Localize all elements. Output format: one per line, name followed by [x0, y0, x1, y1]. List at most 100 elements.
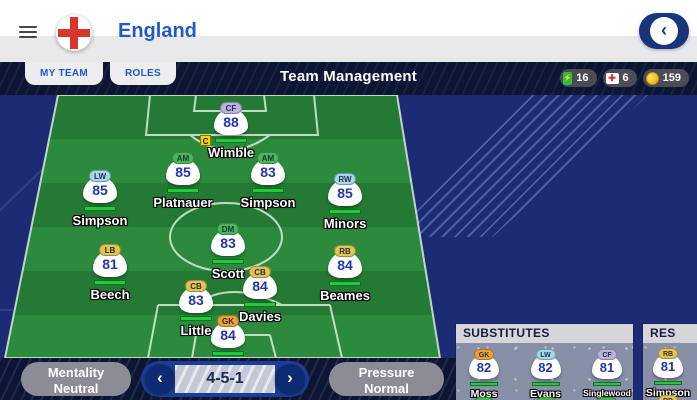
position-badge: GK	[217, 315, 239, 327]
player-card[interactable]: AM 85 Platnauer	[148, 152, 218, 210]
pressure-value: Normal	[364, 380, 409, 396]
position-badge: CB	[249, 266, 271, 278]
page-title: England	[118, 20, 197, 42]
energy-count: 16	[576, 72, 589, 84]
player-card[interactable]: LB 81 Beech	[75, 244, 145, 302]
position-badge: AM	[172, 152, 194, 164]
player-name: Simpson	[240, 195, 296, 210]
player-card[interactable]: LW 85 Simpson	[65, 170, 135, 228]
player-rating: 84	[220, 327, 236, 343]
position-badge: LW	[535, 349, 556, 360]
player-rating: 82	[476, 359, 492, 375]
fitness-bar	[531, 382, 560, 386]
player-card[interactable]: AM 83 Simpson	[233, 152, 303, 210]
player-rating: 85	[337, 185, 353, 201]
player-rating: 84	[337, 257, 353, 273]
player-card[interactable]: DM 83 Scott	[193, 223, 263, 281]
player-rating: 84	[252, 278, 268, 294]
player-name: Little	[180, 323, 212, 338]
player-card[interactable]: AM80Hancock	[456, 397, 513, 400]
player-name: Minors	[323, 216, 367, 231]
formation-selector: ‹ 4-5-1 ›	[141, 361, 309, 397]
fitness-bar	[252, 188, 284, 193]
fitness-row: C	[200, 135, 247, 146]
coins-badge[interactable]: 159	[642, 69, 689, 87]
player-card[interactable]: LW 82 Evans	[517, 349, 575, 400]
formation-value: 4-5-1	[206, 370, 244, 387]
fitness-bar	[329, 209, 361, 214]
menu-icon[interactable]	[19, 26, 37, 40]
medical-badge[interactable]: ✚ 6	[602, 69, 637, 87]
player-name: Beech	[90, 287, 130, 302]
player-rating: 82	[538, 359, 553, 375]
player-name: Platnauer	[153, 195, 213, 210]
player-name: Davies	[239, 309, 281, 324]
resource-badges: ⚡ 16 ✚ 6 159	[560, 69, 689, 87]
player-card[interactable]: RW 85 Minors	[310, 173, 380, 231]
player-card[interactable]: GK 82 Moss	[456, 349, 513, 400]
player-card[interactable]: RB84Dobson	[643, 395, 697, 400]
football-pitch	[3, 95, 442, 358]
toolbar: MY TEAM ROLES Team Management ⚡ 16 ✚ 6 1…	[0, 62, 697, 95]
pitch-players: CF 88 C Wimble AM 85 Platnauer AM 83 Simpson LW 85 S…	[0, 95, 455, 373]
energy-badge[interactable]: ⚡ 16	[560, 69, 597, 87]
player-rating: 81	[660, 358, 676, 374]
player-name: Wimble	[207, 145, 255, 160]
substitutes-panel: SUBSTITUTES GK 82 Moss LW 82 Evans CF 81 Singlew…	[456, 324, 633, 400]
player-card[interactable]: AM81McCartney	[517, 397, 575, 400]
player-rating: 85	[175, 164, 191, 180]
fitness-row	[470, 382, 498, 386]
captain-badge: C	[200, 135, 211, 146]
fitness-bar	[167, 188, 199, 193]
main-area: CF 88 C Wimble AM 85 Platnauer AM 83 Simpson LW 85 S…	[0, 95, 697, 400]
player-card[interactable]: RB 84 Beames	[310, 245, 380, 303]
pressure-button[interactable]: Pressure Normal	[329, 362, 444, 396]
fitness-bar	[94, 280, 126, 285]
mentality-value: Neutral	[53, 380, 99, 396]
fitness-bar	[212, 259, 244, 264]
player-card[interactable]: CB 84 Davies	[225, 266, 295, 324]
player-name: Simpson	[645, 387, 691, 399]
fitness-row	[252, 188, 284, 193]
player-rating: 83	[260, 164, 276, 180]
fitness-bar	[470, 382, 498, 386]
rating-shield: 83	[211, 230, 245, 256]
tab-roles[interactable]: ROLES	[110, 62, 176, 85]
rating-shield: 83	[251, 159, 285, 185]
player-name: Simpson	[72, 213, 128, 228]
mentality-button[interactable]: Mentality Neutral	[21, 362, 131, 396]
player-name: Scott	[211, 266, 245, 281]
medkit-icon: ✚	[605, 72, 619, 84]
mentality-label: Mentality	[47, 365, 105, 380]
bottom-control-bar: Mentality Neutral ‹ 4-5-1 › Pressure Nor…	[0, 358, 456, 400]
fitness-row	[244, 302, 276, 307]
reserves-panel: RES RB81SimpsonRB84DobsonRB84LudlamRB	[643, 324, 697, 400]
coin-count: 159	[662, 72, 681, 84]
player-card[interactable]: RB 81 Simpson	[643, 348, 697, 399]
formation-next-button[interactable]: ›	[275, 364, 305, 394]
player-card[interactable]: CF 81 Singlewood	[578, 349, 633, 398]
fitness-row	[329, 281, 361, 286]
position-badge: LB	[99, 244, 121, 256]
player-card[interactable]: CB 83 Little	[161, 280, 231, 338]
position-badge: CF	[220, 102, 242, 114]
player-card[interactable]: CF 88 C Wimble	[196, 102, 266, 160]
reserves-list: RB81SimpsonRB84DobsonRB84LudlamRB	[643, 324, 697, 400]
player-card[interactable]: AM81Hancock	[578, 397, 633, 400]
back-button[interactable]: ‹	[639, 13, 689, 49]
fitness-row	[531, 382, 560, 386]
fitness-row	[212, 351, 244, 356]
position-badge: RW	[334, 173, 356, 185]
fitness-row	[94, 280, 126, 285]
formation-prev-button[interactable]: ‹	[145, 364, 175, 394]
fitness-row	[329, 209, 361, 214]
fitness-bar	[593, 382, 621, 386]
tab-my-team[interactable]: MY TEAM	[25, 62, 104, 85]
fitness-bar	[654, 381, 682, 385]
pressure-label: Pressure	[358, 365, 415, 380]
position-badge: CB	[185, 280, 207, 292]
fitness-row	[593, 382, 621, 386]
fitness-bar	[329, 281, 361, 286]
